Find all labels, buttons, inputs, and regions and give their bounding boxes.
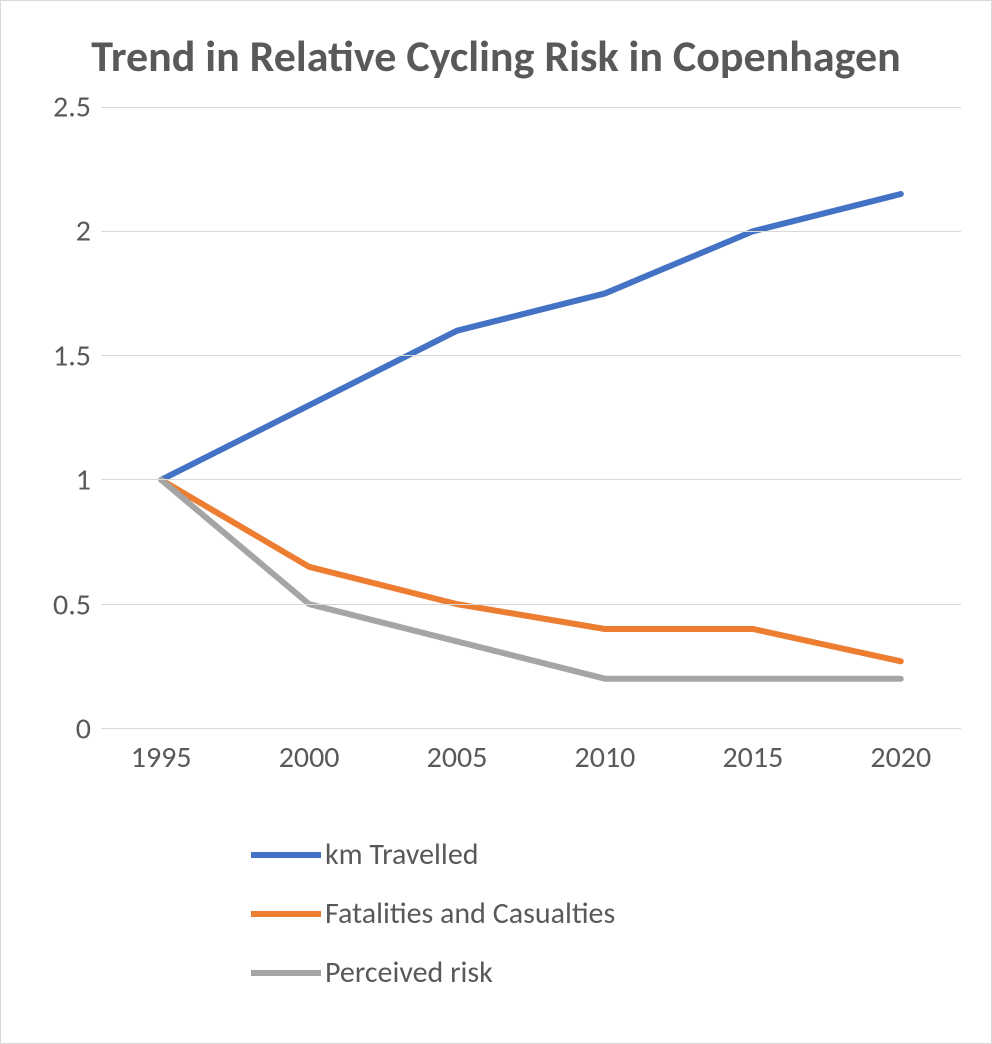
gridline [101,107,961,108]
gridline [101,479,961,480]
gridline [101,231,961,232]
y-tick-label: 2 [76,213,91,250]
legend-item: Perceived risk [251,954,961,991]
x-axis: 1995 2000 2005 2010 2015 2020 [101,729,961,784]
x-tick-label: 2015 [722,739,783,776]
x-tick-label: 2020 [870,739,931,776]
x-axis-row: 1995 2000 2005 2010 2015 2020 [31,729,961,784]
series-line-0 [161,194,901,480]
legend: km Travelled Fatalities and Casualties Per… [31,784,961,1023]
legend-label: Perceived risk [325,954,493,991]
gridline [101,604,961,605]
x-tick-label: 2005 [427,739,488,776]
x-tick-label: 2000 [279,739,340,776]
y-tick-label: 2.5 [53,88,91,125]
plot-wrapper: 00.511.522.5 199520002005201020152020 [31,107,961,784]
legend-swatch [251,852,321,858]
legend-item: Fatalities and Casualties [251,895,961,932]
series-line-2 [161,479,901,678]
legend-swatch [251,970,321,976]
plot-area [101,107,961,729]
y-tick-label: 1 [76,462,91,499]
legend-label: Fatalities and Casualties [325,895,615,932]
chart-container: Trend in Relative Cycling Risk in Copenh… [0,0,992,1044]
gridline [101,355,961,356]
chart-title: Trend in Relative Cycling Risk in Copenh… [31,31,961,82]
legend-label: km Travelled [325,836,479,873]
x-tick-label: 2010 [575,739,636,776]
legend-swatch [251,911,321,917]
y-tick-label: 0.5 [53,586,91,623]
x-tick-label: 1995 [131,739,192,776]
y-tick-label: 0 [76,711,91,748]
y-tick-label: 1.5 [53,337,91,374]
legend-item: km Travelled [251,836,961,873]
y-axis: 00.511.522.5 [31,107,101,729]
chart-lines-svg [101,107,961,728]
plot-row: 00.511.522.5 [31,107,961,729]
